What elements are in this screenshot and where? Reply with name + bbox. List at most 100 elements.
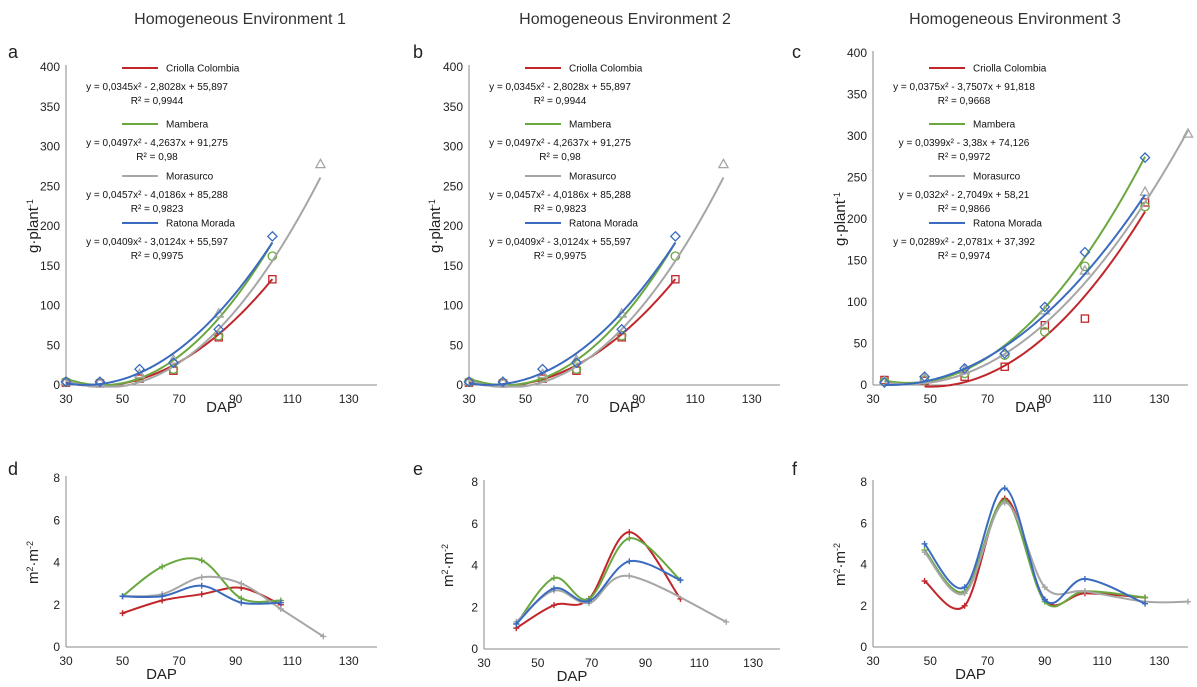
x-tick-label: 110 <box>1093 654 1112 668</box>
x-axis-title: DAP <box>955 666 986 683</box>
r2-label: R² = 0,9823 <box>131 204 184 215</box>
x-tick-label: 70 <box>981 654 995 668</box>
series-ratona-morada: Ratona Morada y = 0,0409x² - 3,0124x + 55… <box>60 219 278 388</box>
series-morasurco: Morasurco y = 0,0457x² - 4,0186x + 85,288… <box>463 158 730 388</box>
x-tick-label: 130 <box>1149 392 1169 406</box>
x-tick-label: 30 <box>477 656 491 670</box>
r2-label: R² = 0,9944 <box>131 96 184 107</box>
x-tick-label: 130 <box>339 654 359 668</box>
series-line <box>515 560 681 625</box>
y-tick-label: 100 <box>847 295 867 309</box>
x-tick-label: 30 <box>59 392 73 406</box>
legend-label: Morasurco <box>569 172 617 183</box>
y-axis-title: m2·m-2 <box>440 544 457 587</box>
x-tick-label: 110 <box>686 392 705 406</box>
legend-label: Ratona Morada <box>569 219 638 230</box>
legend-label: Ratona Morada <box>166 219 235 230</box>
y-tick-label: 6 <box>53 513 60 527</box>
y-axis-title: m2·m-2 <box>832 543 849 586</box>
data-point <box>1140 198 1150 207</box>
y-tick-label: 8 <box>471 475 478 489</box>
data-point <box>266 230 278 242</box>
panel-letter: a <box>8 42 19 62</box>
y-tick-label: 200 <box>40 219 60 233</box>
y-axis-title-sup2: -2 <box>440 544 450 552</box>
x-axis-title: DAP <box>206 399 237 416</box>
legend-label: Ratona Morada <box>973 219 1042 230</box>
data-point <box>167 357 179 369</box>
data-point <box>1080 314 1090 323</box>
x-tick-label: 90 <box>1038 654 1052 668</box>
x-axis-title: DAP <box>557 668 588 685</box>
x-tick-label: 130 <box>1149 654 1169 668</box>
y-tick-label: 200 <box>443 219 463 233</box>
series-criolla-colombia <box>119 584 284 617</box>
x-tick-label: 50 <box>924 392 938 406</box>
data-point <box>167 353 180 364</box>
trendline <box>66 241 274 386</box>
data-point <box>60 376 72 388</box>
y-axis-title-base: m <box>25 572 42 585</box>
y-tick-label: 100 <box>443 299 463 313</box>
data-point <box>212 307 225 318</box>
equation-label: y = 0,0399x² - 3,38x + 74,126 <box>899 138 1030 149</box>
x-tick-label: 110 <box>283 654 302 668</box>
y-axis-title-base: g·plant <box>25 206 42 253</box>
y-tick-label: 0 <box>456 378 463 392</box>
y-axis-title: g·plant-1 <box>25 199 42 253</box>
y-tick-label: 50 <box>450 338 464 352</box>
y-axis-title-base: m <box>440 575 457 588</box>
data-point <box>94 375 106 387</box>
data-point <box>1079 246 1091 258</box>
data-point <box>1040 320 1050 330</box>
trendline <box>469 241 677 386</box>
y-tick-label: 400 <box>847 46 867 60</box>
data-point <box>1000 362 1009 371</box>
x-tick-label: 70 <box>172 654 186 668</box>
y-axis-title-sup: 2 <box>832 569 842 574</box>
y-tick-label: 8 <box>860 475 867 489</box>
equation-label: y = 0,0409x² - 3,0124x + 55,597 <box>489 237 631 248</box>
panel-letter: b <box>413 42 423 62</box>
data-point <box>999 347 1011 359</box>
y-axis-title-sup2: -2 <box>25 541 35 549</box>
data-point <box>717 158 730 169</box>
y-axis-title-sup: 2 <box>25 567 35 572</box>
legend-label: Criolla Colombia <box>569 64 643 75</box>
x-tick-label: 70 <box>981 392 995 406</box>
data-point <box>268 275 277 284</box>
data-point <box>314 158 327 169</box>
y-tick-label: 250 <box>847 171 867 185</box>
y-axis-title: g·plant-1 <box>832 192 849 246</box>
data-point <box>133 363 146 375</box>
series-ratona-morada <box>921 485 1149 607</box>
equation-label: y = 0,0457x² - 4,0186x + 85,288 <box>489 190 631 201</box>
x-tick-label: 30 <box>866 392 880 406</box>
y-tick-label: 0 <box>53 640 60 654</box>
equation-label: y = 0,0345x² - 2,8028x + 55,897 <box>489 82 631 93</box>
series-morasurco <box>119 574 327 640</box>
equation-label: y = 0,032x² - 2,7049x + 58,21 <box>899 190 1030 201</box>
panel-letter: f <box>792 459 798 479</box>
series-criolla-colombia <box>513 529 684 632</box>
y-tick-label: 4 <box>860 558 867 572</box>
x-tick-label: 70 <box>172 392 186 406</box>
y-tick-label: 250 <box>40 179 60 193</box>
x-tick-label: 30 <box>462 392 476 406</box>
x-tick-label: 50 <box>531 656 545 670</box>
x-tick-label: 50 <box>116 654 130 668</box>
series-ratona-morada: Ratona Morada y = 0,0409x² - 3,0124x + 55… <box>463 219 681 388</box>
y-axis-title-base: g·plant <box>832 199 849 246</box>
series-line <box>515 531 682 629</box>
data-point <box>878 376 890 389</box>
data-point <box>497 376 509 388</box>
data-point <box>616 323 628 335</box>
x-tick-label: 130 <box>339 392 359 406</box>
trendline <box>924 211 1146 388</box>
legend-label: Criolla Colombia <box>166 64 240 75</box>
r2-label: R² = 0,9944 <box>534 96 587 107</box>
series-line <box>122 575 324 638</box>
data-point <box>671 275 680 284</box>
y-tick-label: 6 <box>471 517 478 531</box>
